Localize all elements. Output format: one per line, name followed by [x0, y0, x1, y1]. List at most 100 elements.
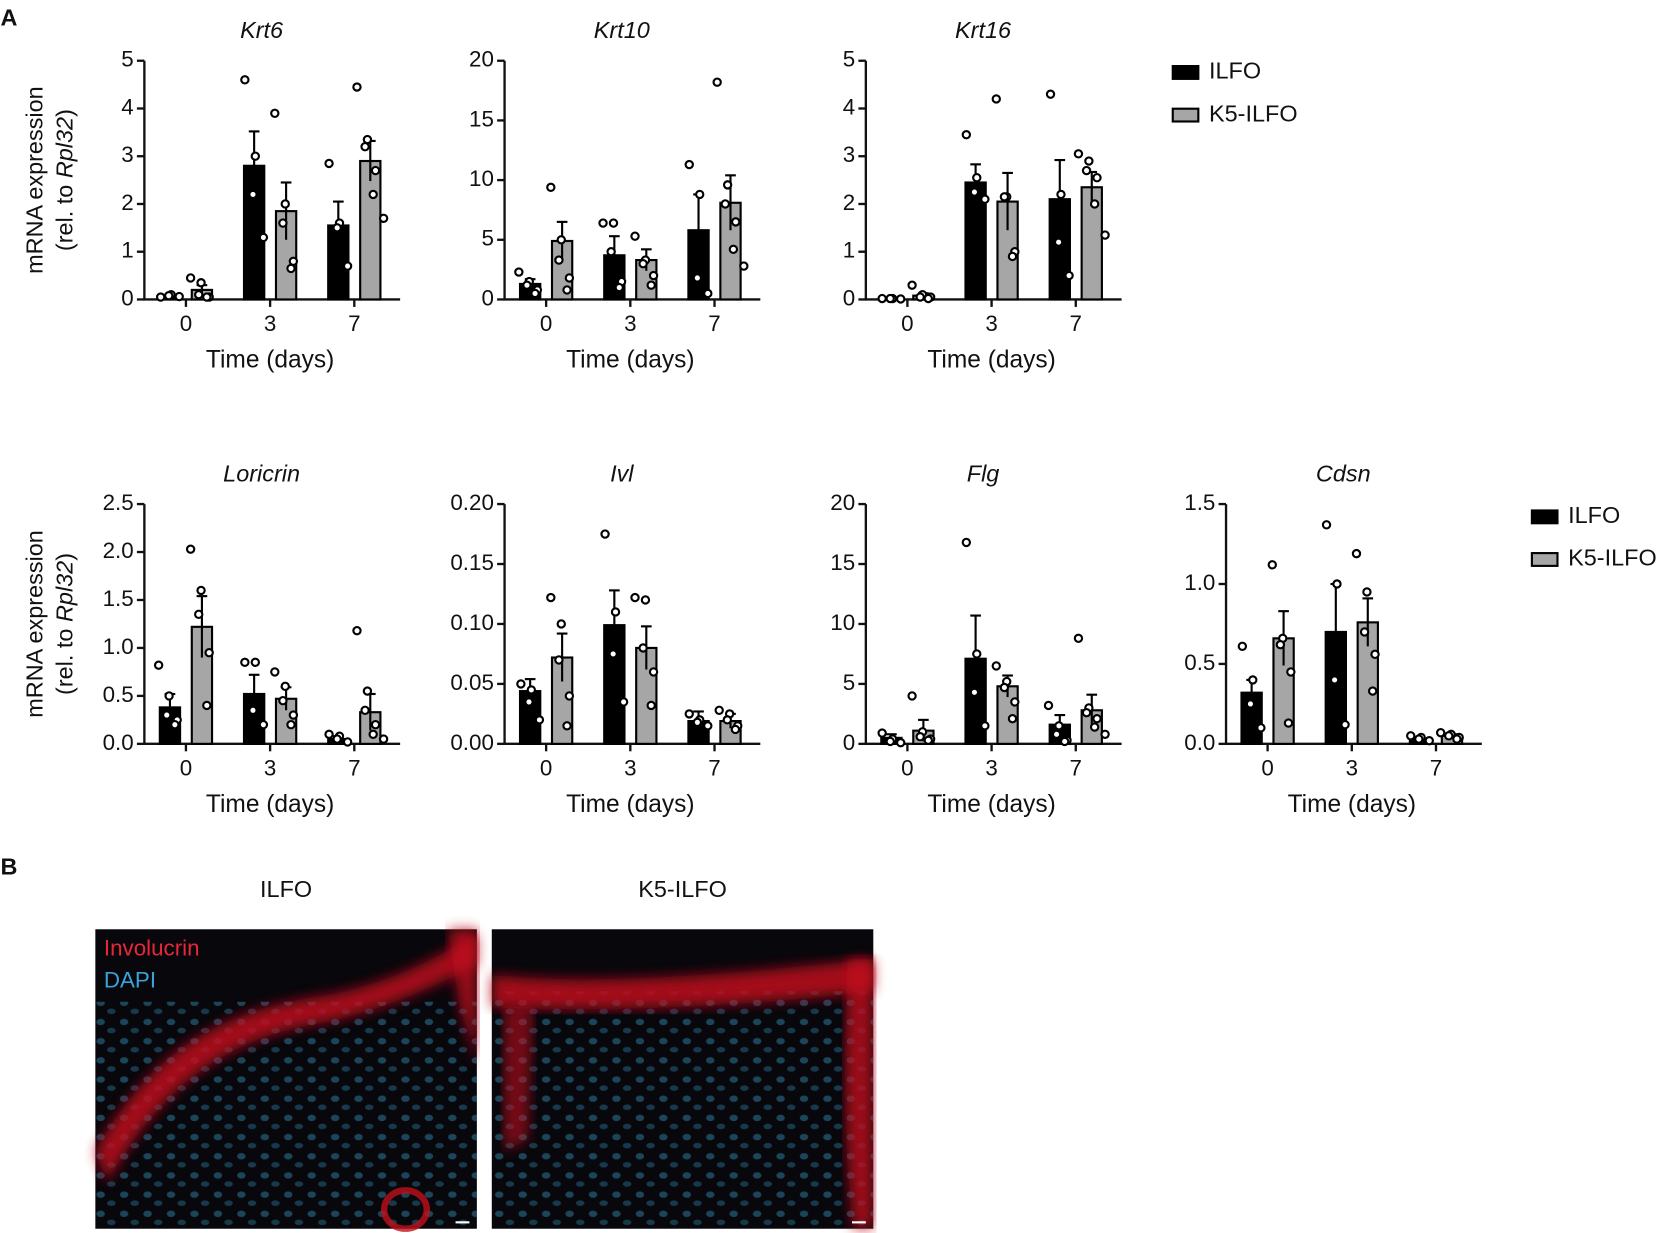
data-point — [1245, 699, 1256, 709]
data-point — [1081, 165, 1092, 176]
data-point — [564, 691, 575, 701]
data-point — [991, 94, 1001, 104]
data-point — [648, 667, 659, 677]
data-point — [196, 585, 206, 596]
data-point — [240, 657, 250, 668]
y-tick-label: 0 — [481, 285, 493, 310]
image-title: K5-ILFO — [638, 876, 727, 902]
data-point — [600, 529, 610, 539]
data-point — [1043, 700, 1054, 711]
x-tick-label: 7 — [708, 311, 720, 336]
data-point — [885, 293, 895, 304]
data-point — [556, 235, 566, 245]
y-tick-label: 20 — [830, 490, 855, 515]
x-tick-label: 0 — [180, 311, 192, 336]
y-tick-label: 2 — [121, 190, 133, 215]
y-tick-label: 5 — [481, 226, 493, 251]
data-point — [368, 189, 378, 200]
y-tick-label: 5 — [121, 47, 133, 72]
data-point — [153, 660, 164, 670]
legend-swatch — [1530, 509, 1559, 525]
y-axis-label-part: ) — [52, 109, 78, 117]
data-point — [258, 719, 269, 730]
y-tick-label: 2.5 — [103, 490, 134, 515]
data-point — [646, 280, 656, 290]
x-tick-label: 0 — [901, 755, 913, 780]
y-tick-label: 0.5 — [103, 682, 134, 707]
data-point — [877, 293, 887, 304]
data-point — [980, 194, 990, 204]
y-tick-label: 0.05 — [450, 670, 494, 695]
data-point — [170, 719, 180, 730]
x-tick-label: 0 — [1261, 755, 1273, 780]
data-point — [202, 292, 212, 302]
x-tick-label: 3 — [985, 755, 997, 780]
data-point — [286, 263, 296, 274]
y-tick-label: 10 — [469, 166, 494, 191]
data-point — [1092, 713, 1102, 724]
data-point — [202, 700, 212, 711]
data-point — [378, 213, 389, 223]
data-point — [1100, 230, 1110, 240]
data-point — [546, 182, 556, 192]
data-point — [1370, 649, 1380, 660]
image-title: ILFO — [260, 876, 312, 902]
data-point — [907, 280, 917, 290]
data-point — [1051, 729, 1062, 739]
y-tick-label: 0.00 — [450, 730, 494, 755]
data-point — [720, 199, 730, 209]
data-point — [972, 173, 982, 183]
data-point — [1359, 627, 1370, 637]
stain-label: Involucrin — [104, 935, 200, 960]
data-point — [1444, 731, 1454, 741]
data-point — [907, 691, 917, 701]
data-point — [378, 734, 389, 744]
chart-title: Krt16 — [955, 17, 1012, 43]
data-point — [155, 292, 166, 302]
y-axis-label: (rel. to Rpl32) — [52, 553, 78, 695]
data-point — [684, 709, 694, 719]
data-point — [1283, 718, 1294, 728]
data-point — [250, 151, 260, 161]
data-point — [999, 192, 1010, 202]
data-point — [360, 141, 370, 152]
data-point — [972, 649, 982, 659]
data-point — [1286, 667, 1296, 677]
data-point — [185, 544, 196, 554]
data-point — [961, 130, 972, 140]
data-point — [1064, 270, 1074, 281]
data-point — [162, 710, 172, 720]
x-axis-label: Time (days) — [566, 347, 694, 374]
data-point — [280, 199, 290, 209]
data-point — [526, 685, 537, 695]
y-axis-label: mRNA expression — [22, 86, 48, 274]
y-tick-label: 0 — [121, 285, 133, 310]
data-point — [1089, 722, 1100, 732]
data-point — [722, 180, 733, 190]
x-tick-label: 3 — [624, 755, 636, 780]
y-tick-label: 5 — [843, 670, 855, 695]
y-axis-label-part: mRNA expression — [22, 530, 48, 718]
data-point — [999, 682, 1010, 693]
y-tick-label: 0 — [843, 730, 855, 755]
data-point — [524, 697, 534, 707]
y-tick-label: 2.0 — [103, 538, 134, 563]
data-point — [1414, 734, 1424, 744]
data-point — [534, 715, 545, 725]
y-axis-label: (rel. to Rpl32) — [52, 109, 78, 251]
x-tick-label: 3 — [264, 311, 276, 336]
data-point — [1073, 149, 1084, 159]
data-point — [1089, 199, 1100, 209]
data-point — [362, 686, 373, 696]
y-tick-label: 0.10 — [450, 610, 494, 635]
data-point — [1340, 719, 1350, 730]
data-point — [692, 273, 703, 283]
panel-label: B — [1, 854, 18, 880]
data-point — [332, 223, 342, 233]
data-point — [1321, 520, 1332, 530]
micrograph — [95, 929, 477, 1232]
data-point — [164, 691, 174, 701]
data-point — [885, 736, 895, 747]
data-point — [630, 592, 640, 603]
